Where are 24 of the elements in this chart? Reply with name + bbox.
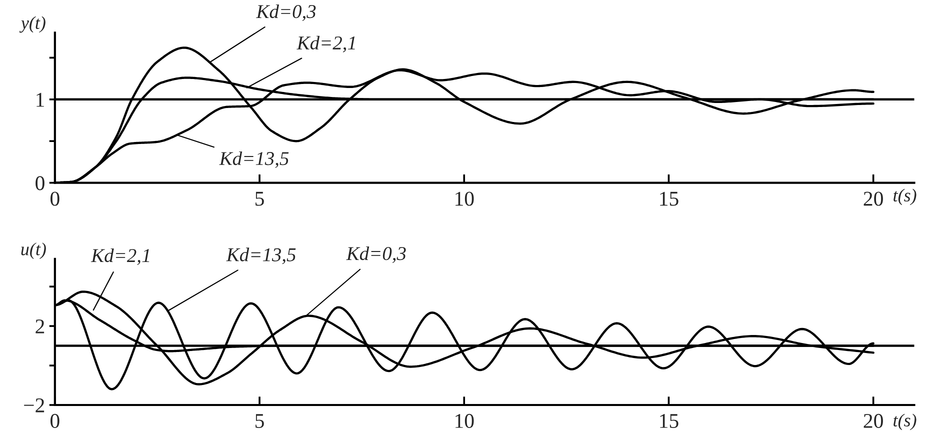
annotation: Kd=2,1 [296, 36, 355, 52]
x-tick-label: 20 [864, 414, 883, 428]
annotation: Kd=13,5 [226, 248, 296, 264]
x-tick-label: 10 [456, 192, 474, 206]
y-axis-title: y(t) [19, 16, 46, 33]
x-tick-label: 15 [660, 192, 678, 206]
x-tick-label: 15 [660, 414, 678, 428]
x-axis-title: t(s) [894, 414, 916, 430]
y-tick-label: 2 [36, 319, 44, 334]
y-axis-title: u(t) [21, 242, 46, 259]
annotation: Kd=0,3 [256, 4, 316, 21]
x-tick-label: 5 [256, 192, 264, 206]
x-tick-label: 10 [456, 414, 474, 428]
y-tick-label: 1 [36, 92, 44, 107]
x-tick-label: 20 [864, 192, 883, 206]
y-tick-label: 0 [36, 176, 44, 190]
x-tick-label: 5 [256, 414, 264, 428]
x-tick-label: 0 [50, 192, 60, 206]
x-axis-title: t(s) [894, 188, 916, 206]
annotation: Kd=13,5 [219, 151, 289, 168]
annotation: Kd=0,3 [346, 246, 406, 263]
x-tick-label: 0 [50, 414, 60, 428]
annotation: Kd=2,1 [90, 248, 150, 265]
y-tick-label: −2 [24, 398, 44, 412]
